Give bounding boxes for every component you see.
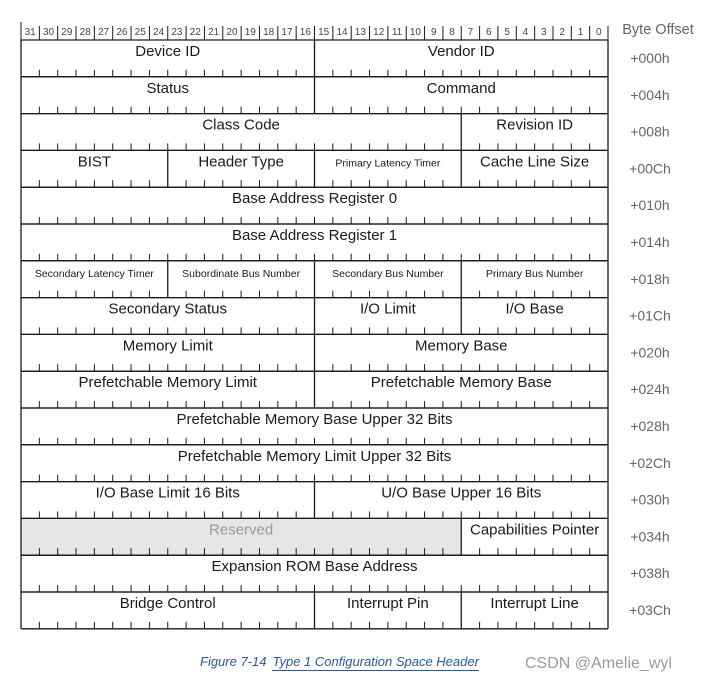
- config-space-register-diagram: 31 30 29 28 27 26 25 24 23 22 21 20 19 18 17 16 15 14 13 12…: [20, 22, 694, 630]
- field-i-o-base: I/O Base: [505, 301, 563, 318]
- bit-number-2: 2: [559, 27, 565, 38]
- field-interrupt-pin: Interrupt Pin: [347, 595, 429, 612]
- bit-number-12: 12: [373, 27, 385, 38]
- field-interrupt-line: Interrupt Line: [490, 595, 578, 612]
- byte-offset-038h: +038h: [630, 565, 669, 581]
- bit-number-25: 25: [135, 27, 147, 38]
- byte-offset-000h: +000h: [630, 50, 669, 66]
- byte-offset-024h: +024h: [630, 381, 669, 397]
- bit-number-27: 27: [98, 27, 110, 38]
- field-command: Command: [427, 80, 496, 97]
- bit-number-24: 24: [153, 27, 165, 38]
- byte-offset-heading: Byte Offset: [622, 22, 693, 38]
- bit-number-11: 11: [392, 27, 403, 38]
- bit-number-17: 17: [281, 27, 293, 38]
- bit-number-4: 4: [523, 27, 529, 38]
- bit-number-28: 28: [80, 27, 92, 38]
- bit-number-1: 1: [578, 27, 584, 38]
- field-prefetchable-memory-limit-upper-32-bits: Prefetchable Memory Limit Upper 32 Bits: [178, 448, 451, 465]
- bit-number-21: 21: [208, 27, 220, 38]
- byte-offset-010h: +010h: [630, 197, 669, 213]
- field-prefetchable-memory-base: Prefetchable Memory Base: [371, 374, 552, 391]
- field-subordinate-bus-number: Subordinate Bus Number: [182, 268, 300, 280]
- field-prefetchable-memory-limit: Prefetchable Memory Limit: [79, 374, 258, 391]
- bit-number-26: 26: [116, 27, 128, 38]
- byte-offset-03Ch: +03Ch: [629, 602, 671, 618]
- bit-number-23: 23: [171, 27, 183, 38]
- field-device-id: Device ID: [135, 43, 200, 60]
- field-status: Status: [146, 80, 189, 97]
- bit-number-31: 31: [25, 27, 37, 38]
- bit-number-16: 16: [300, 27, 312, 38]
- field-memory-base: Memory Base: [415, 337, 508, 354]
- figure-caption: Figure 7-14 Type 1 Configuration Space He…: [200, 654, 479, 671]
- figure-number: Figure 7-14: [200, 654, 267, 669]
- field-expansion-rom-base-address: Expansion ROM Base Address: [212, 558, 418, 575]
- bit-number-15: 15: [318, 27, 330, 38]
- byte-offset-004h: +004h: [630, 87, 669, 103]
- field-i-o-base-limit-16-bits: I/O Base Limit 16 Bits: [96, 485, 240, 502]
- field-header-type: Header Type: [198, 153, 284, 170]
- field-prefetchable-memory-base-upper-32-bits: Prefetchable Memory Base Upper 32 Bits: [177, 411, 453, 428]
- bit-number-10: 10: [410, 27, 422, 38]
- field-u-o-base-upper-16-bits: U/O Base Upper 16 Bits: [381, 485, 541, 502]
- field-memory-limit: Memory Limit: [123, 337, 214, 354]
- field-vendor-id: Vendor ID: [428, 43, 495, 60]
- bit-number-9: 9: [431, 27, 437, 38]
- bit-number-6: 6: [486, 27, 492, 38]
- byte-offset-018h: +018h: [630, 271, 669, 287]
- byte-offset-034h: +034h: [630, 528, 669, 544]
- byte-offset-00Ch: +00Ch: [629, 160, 671, 176]
- field-capabilities-pointer: Capabilities Pointer: [470, 521, 599, 538]
- bit-number-14: 14: [336, 27, 348, 38]
- figure-title: Type 1 Configuration Space Header: [272, 654, 479, 671]
- byte-offset-01Ch: +01Ch: [629, 308, 671, 324]
- bit-number-30: 30: [43, 27, 55, 38]
- field-secondary-bus-number: Secondary Bus Number: [332, 268, 444, 280]
- bit-number-20: 20: [226, 27, 238, 38]
- bit-number-8: 8: [449, 27, 455, 38]
- bit-number-22: 22: [190, 27, 202, 38]
- bit-number-3: 3: [541, 27, 547, 38]
- bit-number-29: 29: [61, 27, 73, 38]
- field-revision-id: Revision ID: [496, 117, 573, 134]
- field-primary-bus-number: Primary Bus Number: [486, 268, 584, 280]
- field-primary-latency-timer: Primary Latency Timer: [335, 157, 441, 169]
- bit-number-7: 7: [468, 27, 474, 38]
- bit-number-5: 5: [504, 27, 510, 38]
- bit-number-0: 0: [596, 27, 602, 38]
- byte-offset-014h: +014h: [630, 234, 669, 250]
- byte-offset-020h: +020h: [630, 344, 669, 360]
- field-secondary-latency-timer: Secondary Latency Timer: [35, 268, 155, 280]
- field-reserved: Reserved: [209, 521, 273, 538]
- field-bridge-control: Bridge Control: [120, 595, 216, 612]
- field-bist: BIST: [78, 153, 111, 170]
- field-base-address-register-1: Base Address Register 1: [232, 227, 397, 244]
- byte-offset-028h: +028h: [630, 418, 669, 434]
- field-cache-line-size: Cache Line Size: [480, 153, 589, 170]
- watermark: CSDN @Amelie_wyl: [525, 655, 672, 672]
- byte-offset-008h: +008h: [630, 124, 669, 140]
- field-base-address-register-0: Base Address Register 0: [232, 190, 397, 207]
- byte-offset-030h: +030h: [630, 492, 669, 508]
- field-class-code: Class Code: [202, 117, 280, 134]
- bit-number-18: 18: [263, 27, 275, 38]
- bit-number-19: 19: [245, 27, 257, 38]
- byte-offset-02Ch: +02Ch: [629, 455, 671, 471]
- bit-number-13: 13: [355, 27, 367, 38]
- field-secondary-status: Secondary Status: [109, 301, 227, 318]
- field-i-o-limit: I/O Limit: [360, 301, 417, 318]
